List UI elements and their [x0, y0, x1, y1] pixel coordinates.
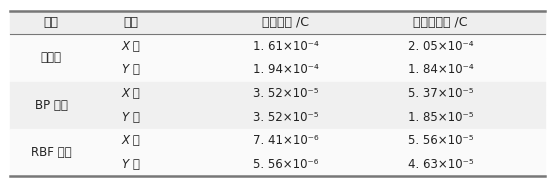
Bar [9, 58, 546, 82]
Text: 5. 56×10⁻⁵: 5. 56×10⁻⁵ [408, 134, 473, 147]
Text: Y 轴: Y 轴 [122, 111, 140, 124]
Bar [9, 153, 546, 176]
Bar [9, 11, 546, 34]
Bar [9, 129, 546, 153]
Bar [9, 105, 546, 129]
Text: 7. 41×10⁻⁶: 7. 41×10⁻⁶ [253, 134, 319, 147]
Text: 未补偿: 未补偿 [41, 51, 62, 65]
Text: 5. 37×10⁻⁵: 5. 37×10⁻⁵ [408, 87, 473, 100]
Text: 轴向: 轴向 [124, 16, 139, 29]
Bar [9, 82, 546, 105]
Text: 方法: 方法 [44, 16, 59, 29]
Text: 1. 94×10⁻⁴: 1. 94×10⁻⁴ [253, 63, 319, 76]
Text: X 轴: X 轴 [122, 134, 140, 147]
Text: X 轴: X 轴 [122, 87, 140, 100]
Text: 4. 63×10⁻⁵: 4. 63×10⁻⁵ [407, 158, 473, 171]
Text: 1. 84×10⁻⁴: 1. 84×10⁻⁴ [407, 63, 473, 76]
Text: 5. 56×10⁻⁶: 5. 56×10⁻⁶ [253, 158, 319, 171]
Text: 零点温漂 /C: 零点温漂 /C [263, 16, 309, 29]
Text: BP 网络: BP 网络 [34, 99, 68, 112]
Text: RBF 网络: RBF 网络 [31, 146, 72, 159]
Text: X 轴: X 轴 [122, 40, 140, 53]
Text: 3. 52×10⁻⁵: 3. 52×10⁻⁵ [253, 87, 319, 100]
Text: 1. 61×10⁻⁴: 1. 61×10⁻⁴ [253, 40, 319, 53]
Text: 3. 52×10⁻⁵: 3. 52×10⁻⁵ [253, 111, 319, 124]
Text: Y 轴: Y 轴 [122, 158, 140, 171]
Text: 1. 85×10⁻⁵: 1. 85×10⁻⁵ [408, 111, 473, 124]
Text: 灵敏度温漂 /C: 灵敏度温漂 /C [413, 16, 468, 29]
Text: Y 轴: Y 轴 [122, 63, 140, 76]
Bar [9, 34, 546, 58]
Text: 2. 05×10⁻⁴: 2. 05×10⁻⁴ [408, 40, 473, 53]
